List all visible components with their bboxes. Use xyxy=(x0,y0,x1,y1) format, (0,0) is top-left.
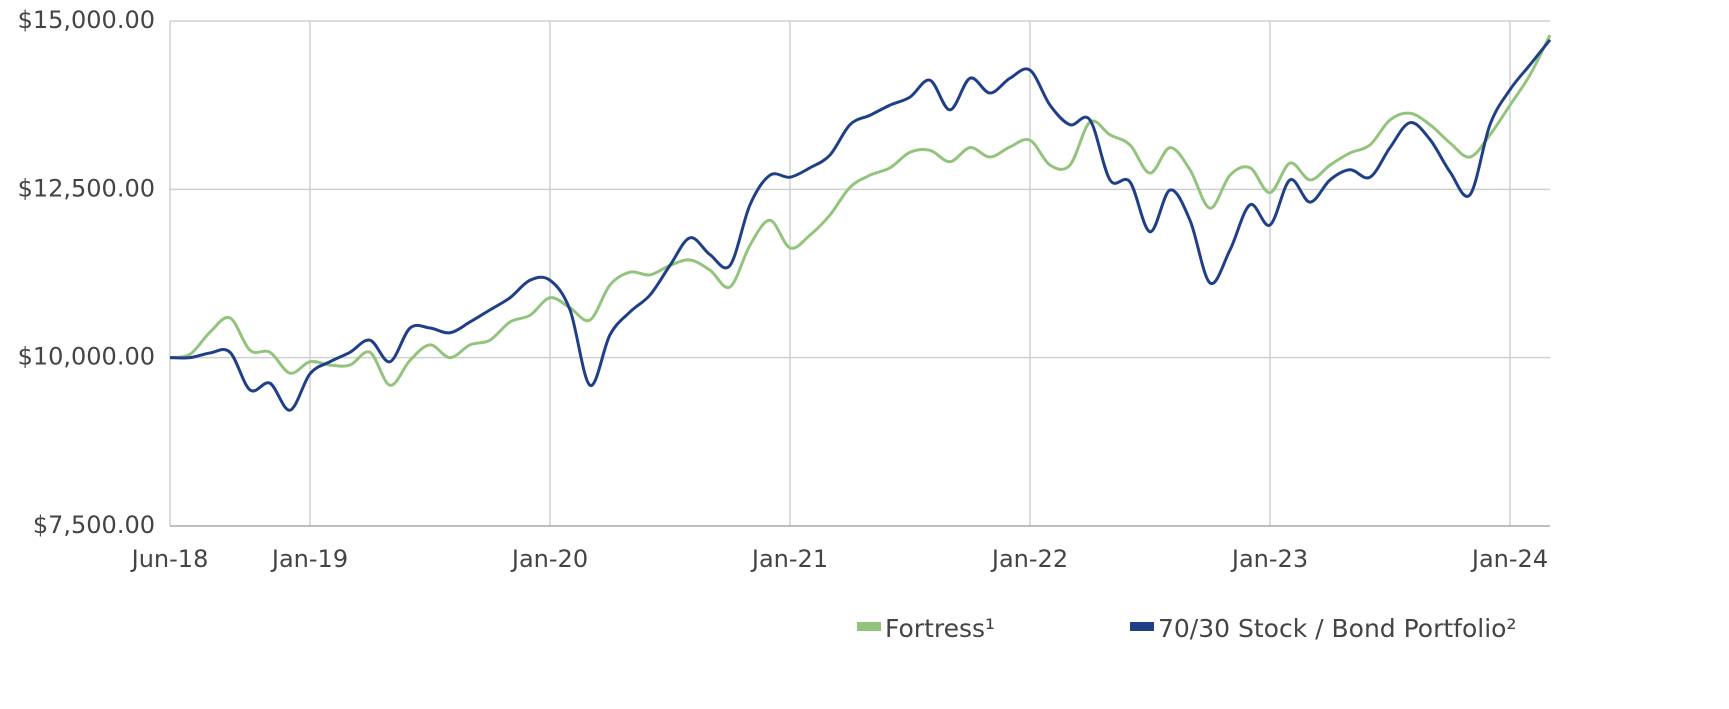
x-tick-label: Jan-19 xyxy=(270,545,348,573)
x-tick-label: Jan-20 xyxy=(510,545,588,573)
legend-swatch xyxy=(857,622,881,631)
x-tick-label: Jan-24 xyxy=(1470,545,1548,573)
series-line xyxy=(169,38,1552,412)
y-tick-label: $10,000.00 xyxy=(18,343,155,371)
series-line xyxy=(169,34,1552,387)
x-tick-label: Jun-18 xyxy=(130,545,209,573)
x-tick-label: Jan-23 xyxy=(1230,545,1308,573)
legend-label: 70/30 Stock / Bond Portfolio² xyxy=(1158,614,1516,643)
x-tick-label: Jan-22 xyxy=(990,545,1068,573)
y-tick-label: $7,500.00 xyxy=(33,511,155,539)
legend-swatch xyxy=(1130,622,1154,631)
y-tick-label: $12,500.00 xyxy=(18,174,155,202)
y-tick-label: $15,000.00 xyxy=(18,6,155,34)
legend-label: Fortress¹ xyxy=(885,614,995,643)
x-tick-label: Jan-21 xyxy=(750,545,828,573)
